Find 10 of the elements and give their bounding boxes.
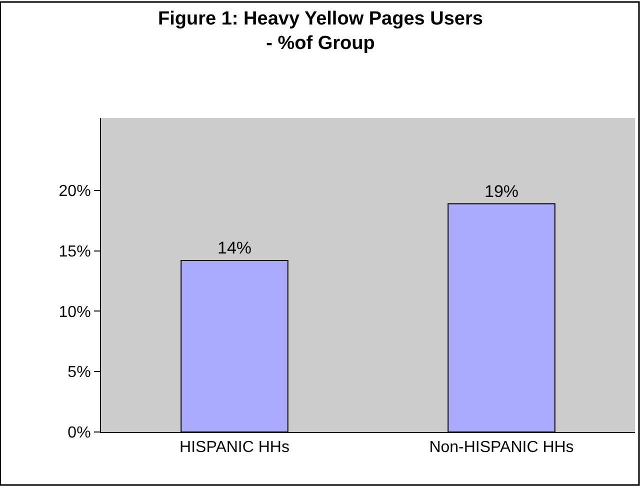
- x-tick-label: HISPANIC HHs: [180, 439, 290, 456]
- x-tick-label: Non-HISPANIC HHs: [429, 439, 574, 456]
- y-tick-label: 10%: [58, 304, 91, 321]
- data-label: 19%: [484, 182, 519, 201]
- data-label: 14%: [217, 238, 252, 258]
- y-tick-label: 0%: [68, 424, 91, 442]
- y-tick-label: 20%: [58, 183, 91, 200]
- y-tick-label: 5%: [68, 364, 91, 382]
- y-tick-label: 15%: [58, 243, 91, 260]
- chart-title: Figure 1: Heavy Yellow Pages Users - %of Group: [158, 8, 483, 54]
